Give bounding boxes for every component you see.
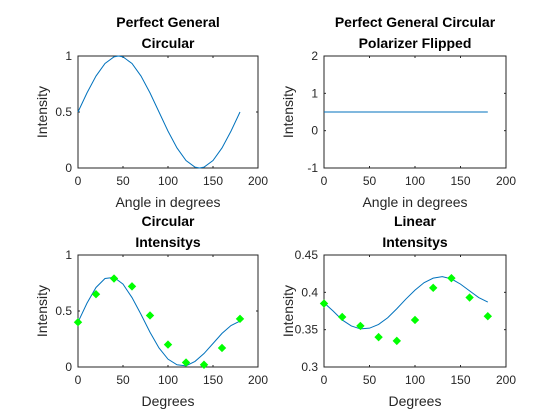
data-point-marker xyxy=(392,336,402,346)
y-axis-label: Intensity xyxy=(34,86,50,138)
data-point-marker xyxy=(319,299,329,308)
y-tick-label: 0.45 xyxy=(295,248,319,262)
data-point-marker xyxy=(356,321,365,331)
series-line xyxy=(77,55,241,169)
y-tick-label: 1 xyxy=(311,86,318,100)
data-point-marker xyxy=(73,317,83,327)
x-tick-label: 200 xyxy=(248,174,268,188)
chart-title-line-2: Circular xyxy=(142,35,195,51)
x-tick-label: 100 xyxy=(158,373,178,387)
plot-area xyxy=(323,254,507,368)
x-tick-label: 100 xyxy=(405,174,425,188)
data-point-marker xyxy=(465,293,474,302)
x-tick-label: 200 xyxy=(496,373,516,387)
x-axis-label: Degrees xyxy=(389,393,442,409)
x-tick-label: 50 xyxy=(363,174,377,188)
y-tick-label: -1 xyxy=(307,161,318,175)
x-tick-label: 0 xyxy=(75,174,82,188)
x-tick-label: 200 xyxy=(496,174,516,188)
data-point-marker xyxy=(109,274,119,283)
data-point-marker xyxy=(91,289,101,299)
y-axis-label: Intensity xyxy=(280,285,296,337)
data-point-marker xyxy=(374,332,383,342)
data-point-marker xyxy=(410,315,420,325)
data-point-marker xyxy=(145,311,155,320)
data-point-marker xyxy=(447,273,456,283)
x-tick-label: 150 xyxy=(203,373,223,387)
plot-area xyxy=(77,55,259,169)
x-tick-label: 150 xyxy=(450,373,470,387)
data-point-marker xyxy=(483,312,493,321)
y-tick-label: 0.5 xyxy=(55,304,72,318)
x-tick-label: 50 xyxy=(116,174,130,188)
y-tick-label: 0.4 xyxy=(301,285,318,299)
x-tick-label: 50 xyxy=(363,373,377,387)
x-tick-label: 100 xyxy=(405,373,425,387)
data-point-marker xyxy=(235,314,245,324)
y-tick-label: 1 xyxy=(65,49,72,63)
data-point-marker xyxy=(217,343,227,353)
y-tick-label: 0.3 xyxy=(301,360,318,374)
x-tick-label: 150 xyxy=(203,174,223,188)
chart-title-line-1: Perfect General Circular xyxy=(335,14,496,30)
y-tick-label: 0 xyxy=(65,360,72,374)
x-tick-label: 200 xyxy=(248,373,268,387)
subplot-1: 0 50 100 150 200 0 0.5 1 Angle in degrees Intensi… xyxy=(34,14,268,210)
data-point-marker xyxy=(127,282,137,291)
data-point-marker xyxy=(337,312,347,322)
data-point-marker xyxy=(428,283,438,293)
data-point-marker xyxy=(199,360,209,369)
x-axis-label: Angle in degrees xyxy=(115,194,220,210)
y-tick-label: 0.35 xyxy=(295,323,319,337)
chart-title-line-1: Linear xyxy=(394,213,437,229)
y-axis-label: Intensity xyxy=(280,86,296,138)
y-tick-label: 0 xyxy=(311,124,318,138)
x-tick-label: 0 xyxy=(75,373,82,387)
chart-title-line-1: Perfect General xyxy=(116,14,220,30)
chart-title-line-2: Intensitys xyxy=(135,234,201,250)
data-point-marker xyxy=(181,358,191,367)
chart-title-line-2: Intensitys xyxy=(382,234,448,250)
y-tick-label: 2 xyxy=(311,49,318,63)
subplot-3: 0 50 100 150 200 0 0.5 1 Degrees Intensity Circula… xyxy=(34,213,268,409)
subplot-4: 0 50 100 150 200 0.3 0.35 0.4 0.45 Degrees Intensi… xyxy=(280,213,516,409)
chart-title-line-2: Polarizer Flipped xyxy=(359,35,472,51)
x-tick-label: 150 xyxy=(450,174,470,188)
y-tick-label: 1 xyxy=(65,248,72,262)
x-tick-label: 50 xyxy=(116,373,130,387)
chart-title-line-1: Circular xyxy=(142,213,195,229)
data-point-marker xyxy=(163,340,173,349)
x-tick-label: 0 xyxy=(321,373,328,387)
y-tick-label: 0 xyxy=(65,161,72,175)
x-axis-label: Degrees xyxy=(142,393,195,409)
x-tick-label: 0 xyxy=(321,174,328,188)
y-tick-label: 0.5 xyxy=(55,105,72,119)
x-tick-label: 100 xyxy=(158,174,178,188)
plot-area xyxy=(77,254,259,368)
series-line xyxy=(323,276,489,330)
y-axis-label: Intensity xyxy=(34,285,50,337)
series-line xyxy=(77,276,241,367)
x-axis-label: Angle in degrees xyxy=(362,194,467,210)
